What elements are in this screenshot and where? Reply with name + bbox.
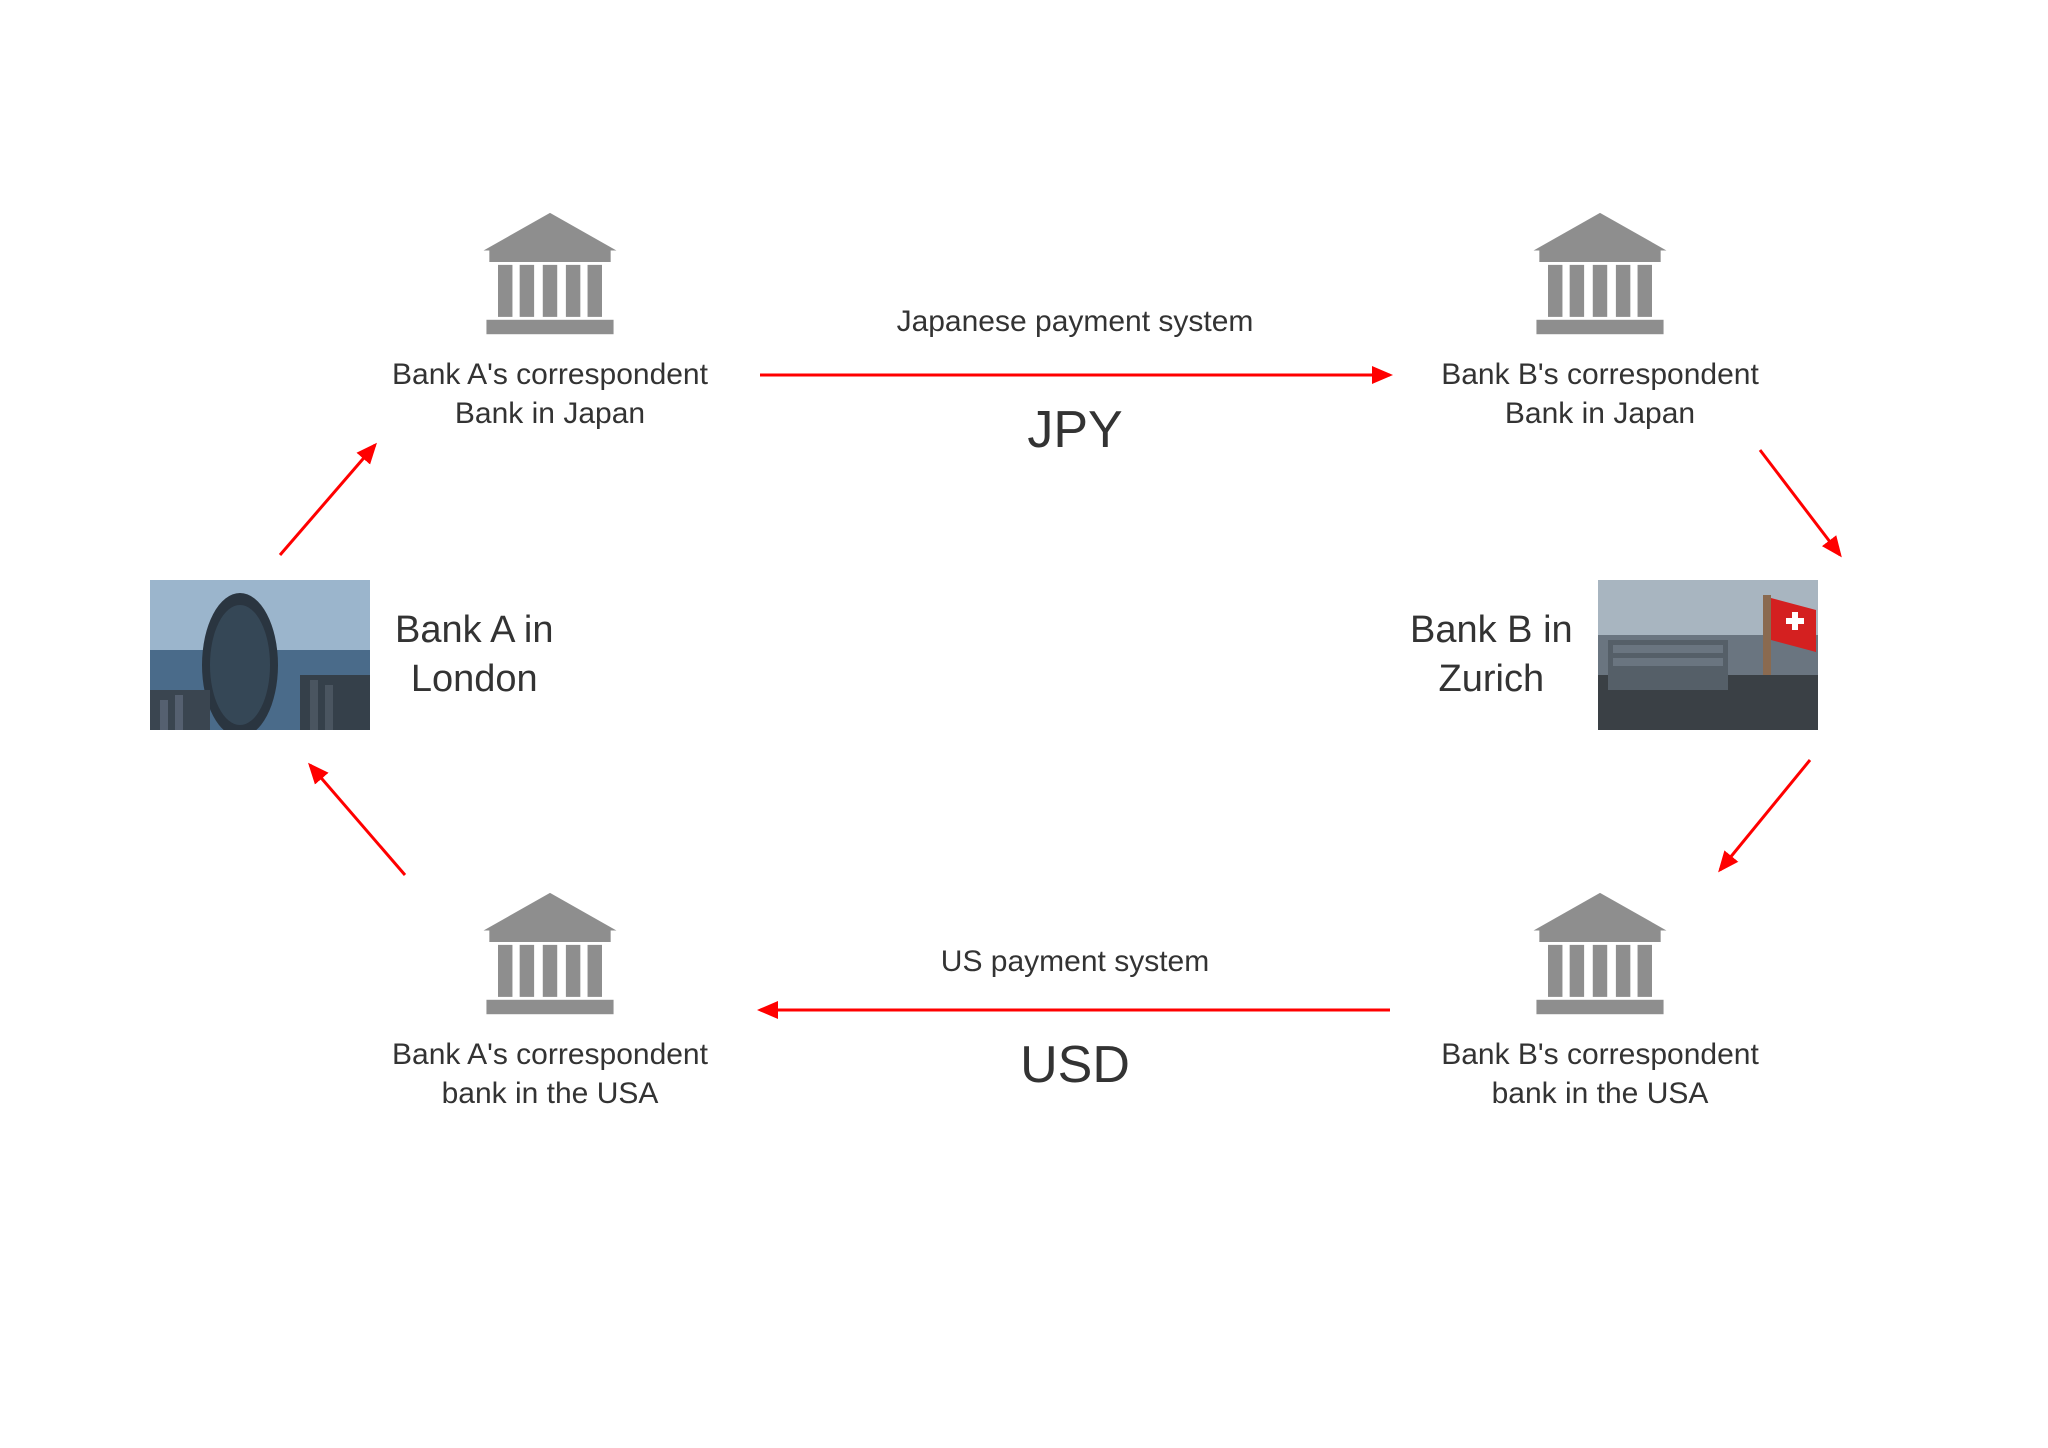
node-label: Bank A's correspondent bank in the USA	[392, 1035, 708, 1113]
node-label: Bank A's correspondent Bank in Japan	[392, 355, 708, 433]
bank-icon	[1525, 210, 1675, 345]
flow-currency-bottom: USD	[800, 1035, 1350, 1095]
node-label: Bank A in London	[395, 606, 553, 705]
node-label: Bank B's correspondent bank in the USA	[1441, 1035, 1759, 1113]
node-bank-b-japan: Bank B's correspondent Bank in Japan	[1420, 210, 1780, 433]
node-bank-b-zurich: Bank B in Zurich	[1410, 580, 1950, 730]
bank-icon	[475, 890, 625, 1025]
zurich-photo	[1598, 580, 1818, 730]
node-label: Bank B in Zurich	[1410, 606, 1573, 705]
node-bank-a-usa: Bank A's correspondent bank in the USA	[370, 890, 730, 1113]
bank-icon	[475, 210, 625, 345]
fx-settlement-diagram: Bank A's correspondent Bank in Japan Ban…	[100, 100, 1948, 1300]
flow-currency-top: JPY	[800, 400, 1350, 460]
flow-label-top: Japanese payment system	[800, 305, 1350, 339]
flow-label-bottom: US payment system	[800, 945, 1350, 979]
node-bank-b-usa: Bank B's correspondent bank in the USA	[1420, 890, 1780, 1113]
london-photo	[150, 580, 370, 730]
node-bank-a-london: Bank A in London	[150, 580, 670, 730]
bank-icon	[1525, 890, 1675, 1025]
node-bank-a-japan: Bank A's correspondent Bank in Japan	[370, 210, 730, 433]
node-label: Bank B's correspondent Bank in Japan	[1441, 355, 1759, 433]
